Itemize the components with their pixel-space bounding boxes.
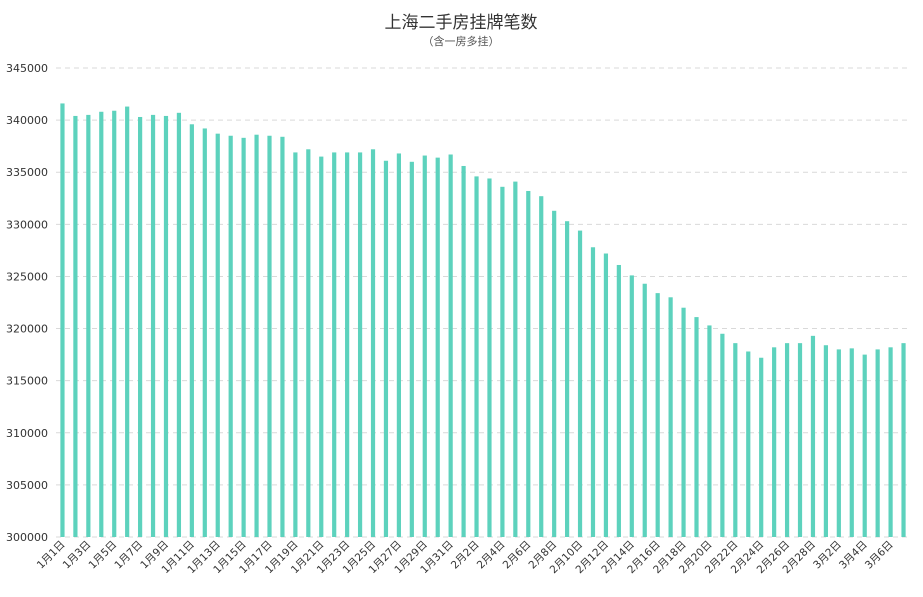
bar — [487, 178, 492, 537]
bar — [565, 221, 570, 537]
bar — [552, 210, 557, 538]
chart-title: 上海二手房挂牌笔数 — [385, 13, 538, 33]
x-tick-label: 2月6日 — [501, 539, 534, 572]
bar — [138, 116, 143, 538]
bar — [888, 347, 893, 537]
x-tick-label: 3月4日 — [837, 539, 870, 572]
bar — [746, 351, 751, 537]
bar — [836, 349, 841, 537]
bar — [202, 128, 207, 537]
y-tick-label: 330000 — [6, 218, 48, 231]
y-tick-label: 320000 — [6, 323, 48, 336]
bar — [254, 134, 259, 538]
bar — [720, 333, 725, 537]
bar — [112, 110, 117, 537]
bar — [500, 186, 505, 537]
x-tick-label: 3月6日 — [863, 539, 896, 572]
y-tick-label: 335000 — [6, 166, 48, 179]
y-tick-label: 305000 — [6, 479, 48, 492]
bar — [332, 152, 337, 538]
bar — [86, 114, 91, 538]
bar — [189, 124, 194, 537]
x-tick-label: 1月3日 — [61, 539, 94, 572]
bar — [474, 176, 479, 537]
bar — [733, 343, 738, 537]
bar — [125, 106, 130, 537]
bar — [784, 343, 790, 537]
bar — [293, 152, 298, 538]
bar — [73, 115, 78, 537]
bar — [215, 133, 220, 537]
bar — [306, 149, 311, 537]
y-tick-label: 340000 — [6, 114, 48, 127]
bar — [810, 335, 816, 537]
bar — [875, 349, 880, 537]
x-tick-label: 2月4日 — [475, 539, 508, 572]
bar — [60, 103, 65, 538]
bar — [383, 160, 389, 537]
bar — [694, 317, 699, 537]
bar — [823, 345, 828, 537]
chart-subtitle: （含一房多挂） — [423, 34, 500, 48]
bar — [655, 293, 660, 537]
bar — [228, 135, 233, 537]
y-tick-label: 325000 — [6, 270, 48, 283]
bar — [642, 283, 647, 537]
bar — [163, 115, 169, 537]
x-tick-label: 2月2日 — [449, 539, 482, 572]
y-tick-label: 300000 — [6, 531, 48, 544]
x-axis-ticks: 1月1日1月3日1月5日1月7日1月9日1月11日1月13日1月15日1月17日… — [35, 539, 896, 577]
bar — [862, 354, 867, 537]
bar — [539, 196, 544, 537]
gridlines — [56, 67, 910, 538]
bar — [849, 348, 854, 537]
bar — [461, 165, 466, 538]
bar — [590, 247, 596, 538]
y-tick-label: 310000 — [6, 427, 48, 440]
bar — [513, 181, 518, 537]
bar — [241, 137, 246, 537]
bar — [616, 264, 621, 537]
bar — [901, 343, 906, 537]
y-axis-ticks: 300000 305000 310000 315000 320000 325000 3300… — [6, 62, 48, 544]
bars — [60, 103, 906, 538]
bar — [681, 307, 686, 537]
bar — [176, 112, 182, 537]
bar — [345, 152, 350, 538]
bar — [797, 343, 803, 537]
bar — [435, 157, 440, 537]
bar — [707, 325, 712, 537]
bar — [150, 114, 156, 538]
bar — [422, 155, 427, 537]
bar — [267, 135, 272, 537]
bar — [668, 297, 673, 537]
x-tick-label: 1月5日 — [87, 539, 120, 572]
y-tick-label: 315000 — [6, 375, 48, 388]
bar — [370, 149, 376, 537]
x-tick-label: 3月2日 — [811, 539, 844, 572]
bar — [526, 190, 531, 537]
bar — [629, 275, 634, 537]
bar — [448, 154, 453, 537]
y-tick-label: 345000 — [6, 62, 48, 75]
bar — [99, 111, 104, 538]
bar — [280, 136, 285, 537]
bar — [577, 230, 583, 537]
bar — [759, 357, 764, 537]
bar — [396, 153, 401, 537]
bar — [603, 253, 609, 537]
bar — [357, 152, 363, 538]
bar — [772, 347, 777, 537]
bar — [319, 156, 324, 538]
bar — [409, 161, 414, 538]
x-tick-label: 1月7日 — [112, 539, 145, 572]
